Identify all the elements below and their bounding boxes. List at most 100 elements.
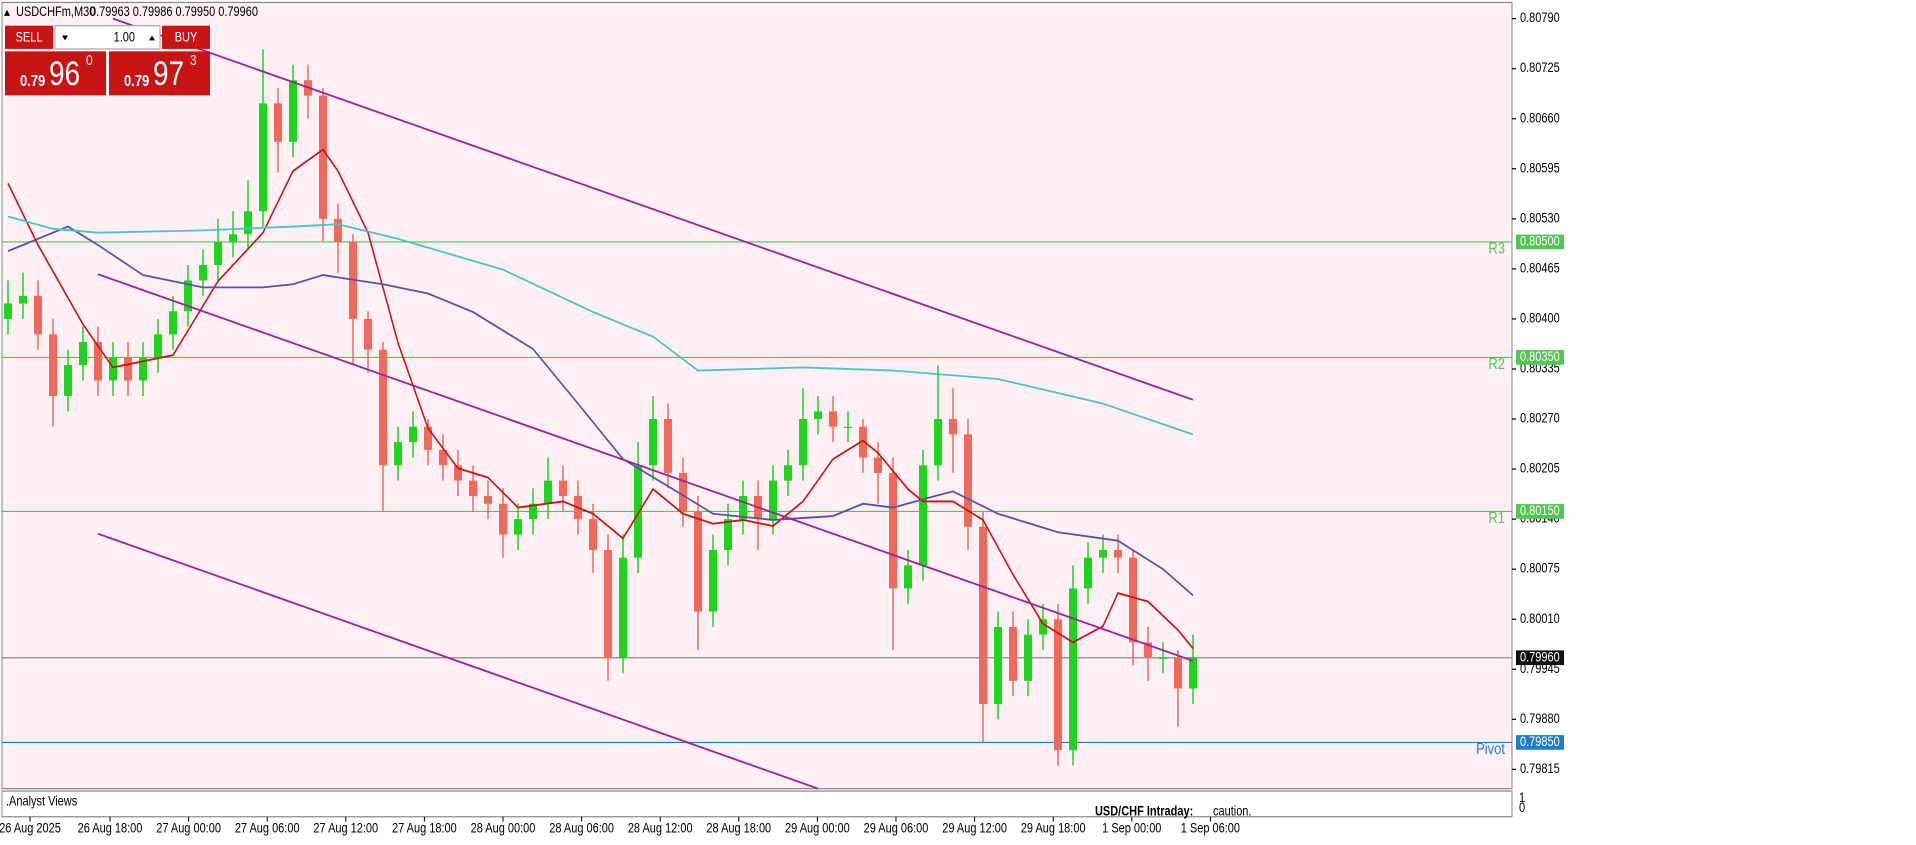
level-tag xyxy=(1516,350,1564,365)
y-tick-label: 0.80530 xyxy=(1520,210,1560,225)
candle-body xyxy=(124,357,132,381)
symbol: USDCHFm,M30 xyxy=(16,4,95,19)
collapse-icon[interactable] xyxy=(4,9,10,16)
candle-body xyxy=(94,342,102,381)
panel-text: caution. xyxy=(1213,803,1251,818)
x-tick-label: 28 Aug 06:00 xyxy=(549,821,614,836)
candle-body xyxy=(1069,588,1077,751)
candle-body xyxy=(559,480,567,497)
candle-body xyxy=(424,426,432,450)
candle-body xyxy=(859,426,867,458)
candle-body xyxy=(1114,549,1122,558)
candle-body xyxy=(919,465,927,566)
y-tick-label: 0.79815 xyxy=(1520,761,1560,776)
candle-body xyxy=(724,519,732,550)
ohlc: 0.79963 0.79986 0.79950 0.79960 xyxy=(90,4,258,19)
x-tick-label: 29 Aug 12:00 xyxy=(942,821,1007,836)
candle-body xyxy=(469,480,477,497)
ask-box[interactable] xyxy=(109,51,210,96)
x-tick-label: 27 Aug 18:00 xyxy=(392,821,457,836)
candle-body xyxy=(484,496,492,504)
level-tag-label: 0.79850 xyxy=(1520,734,1560,749)
panel-note: USD/CHF Intraday: xyxy=(1095,803,1193,818)
candle-body xyxy=(844,426,852,428)
candle-body xyxy=(1159,657,1167,659)
candle-body xyxy=(1189,657,1197,689)
y-tick-label: 0.80725 xyxy=(1520,60,1560,75)
candle-body xyxy=(334,218,342,242)
level-tag-label: 0.80150 xyxy=(1520,503,1560,518)
candle-body xyxy=(529,503,537,520)
indicator-line xyxy=(97,273,1194,662)
candle-body xyxy=(364,318,372,350)
candle-body xyxy=(964,434,972,527)
candle-body xyxy=(169,311,177,335)
bid-pips: 96 xyxy=(49,54,80,92)
candle-body xyxy=(214,241,222,266)
current-price-tag xyxy=(1516,650,1564,666)
x-tick-label: 1 Sep 06:00 xyxy=(1181,821,1240,836)
candle-body xyxy=(244,211,252,235)
y-tick-label: 0.80400 xyxy=(1520,310,1560,325)
candle-body xyxy=(1129,557,1137,643)
buy-button[interactable] xyxy=(162,25,210,49)
candle-body xyxy=(589,519,597,550)
indicator-line xyxy=(7,215,1194,436)
candle-body xyxy=(394,442,402,466)
candle-body xyxy=(874,457,882,473)
candle-body xyxy=(694,511,702,612)
x-tick-label: 29 Aug 18:00 xyxy=(1021,821,1086,836)
y-tick-label: 0.80660 xyxy=(1520,110,1560,125)
indicator-line xyxy=(97,532,819,790)
candle-body xyxy=(544,480,552,504)
candle-body xyxy=(259,103,267,212)
y-tick-label: 0.79880 xyxy=(1520,711,1560,726)
candle-body xyxy=(1174,657,1182,689)
bid-big: 0.79 xyxy=(20,73,45,91)
x-tick-label: 28 Aug 12:00 xyxy=(628,821,693,836)
bid-box[interactable] xyxy=(5,51,106,96)
candle-body xyxy=(1024,634,1032,681)
candle-body xyxy=(1144,642,1152,658)
level-tag xyxy=(1516,234,1564,250)
lot-input[interactable] xyxy=(54,25,161,50)
indicator-line xyxy=(112,17,1194,401)
candle-body xyxy=(679,472,687,512)
level-name: R3 xyxy=(1488,240,1505,258)
candle-body xyxy=(1039,619,1047,635)
candle-body xyxy=(619,557,627,658)
y-tick-label: 0.80595 xyxy=(1520,160,1560,175)
candle-body xyxy=(949,419,957,435)
candle-body xyxy=(649,419,657,466)
candle-body xyxy=(904,565,912,589)
level-tag-label: 0.80350 xyxy=(1520,349,1560,364)
candle-body xyxy=(634,465,642,558)
candle-body xyxy=(139,357,147,381)
indicator-panel xyxy=(1,790,1513,818)
y-tick-label: 0.80270 xyxy=(1520,411,1560,426)
ask-big: 0.79 xyxy=(124,73,149,91)
candle-body xyxy=(709,549,717,612)
ask-frac: 3 xyxy=(190,52,197,68)
candle-body xyxy=(289,80,297,142)
level-name: Pivot xyxy=(1476,741,1505,759)
candle-body xyxy=(64,365,72,396)
candle-body xyxy=(769,480,777,520)
candle-body xyxy=(664,419,672,473)
candle-body xyxy=(379,349,387,466)
candle-body xyxy=(934,419,942,466)
candle-body xyxy=(274,103,282,142)
x-tick-label: 28 Aug 00:00 xyxy=(471,821,536,836)
indicator-line xyxy=(7,148,1194,650)
candle-body xyxy=(154,334,162,358)
y-tick-label: 0.80075 xyxy=(1520,561,1560,576)
panel-scale-top: 1 xyxy=(1519,790,1525,805)
candle-body xyxy=(184,280,192,312)
sell-button[interactable] xyxy=(5,25,53,49)
y-tick-label: 0.80205 xyxy=(1520,461,1560,476)
chart-area xyxy=(1,1,1513,790)
candle-body xyxy=(49,334,57,396)
candle-body xyxy=(199,265,207,281)
candle-body xyxy=(1054,619,1062,751)
